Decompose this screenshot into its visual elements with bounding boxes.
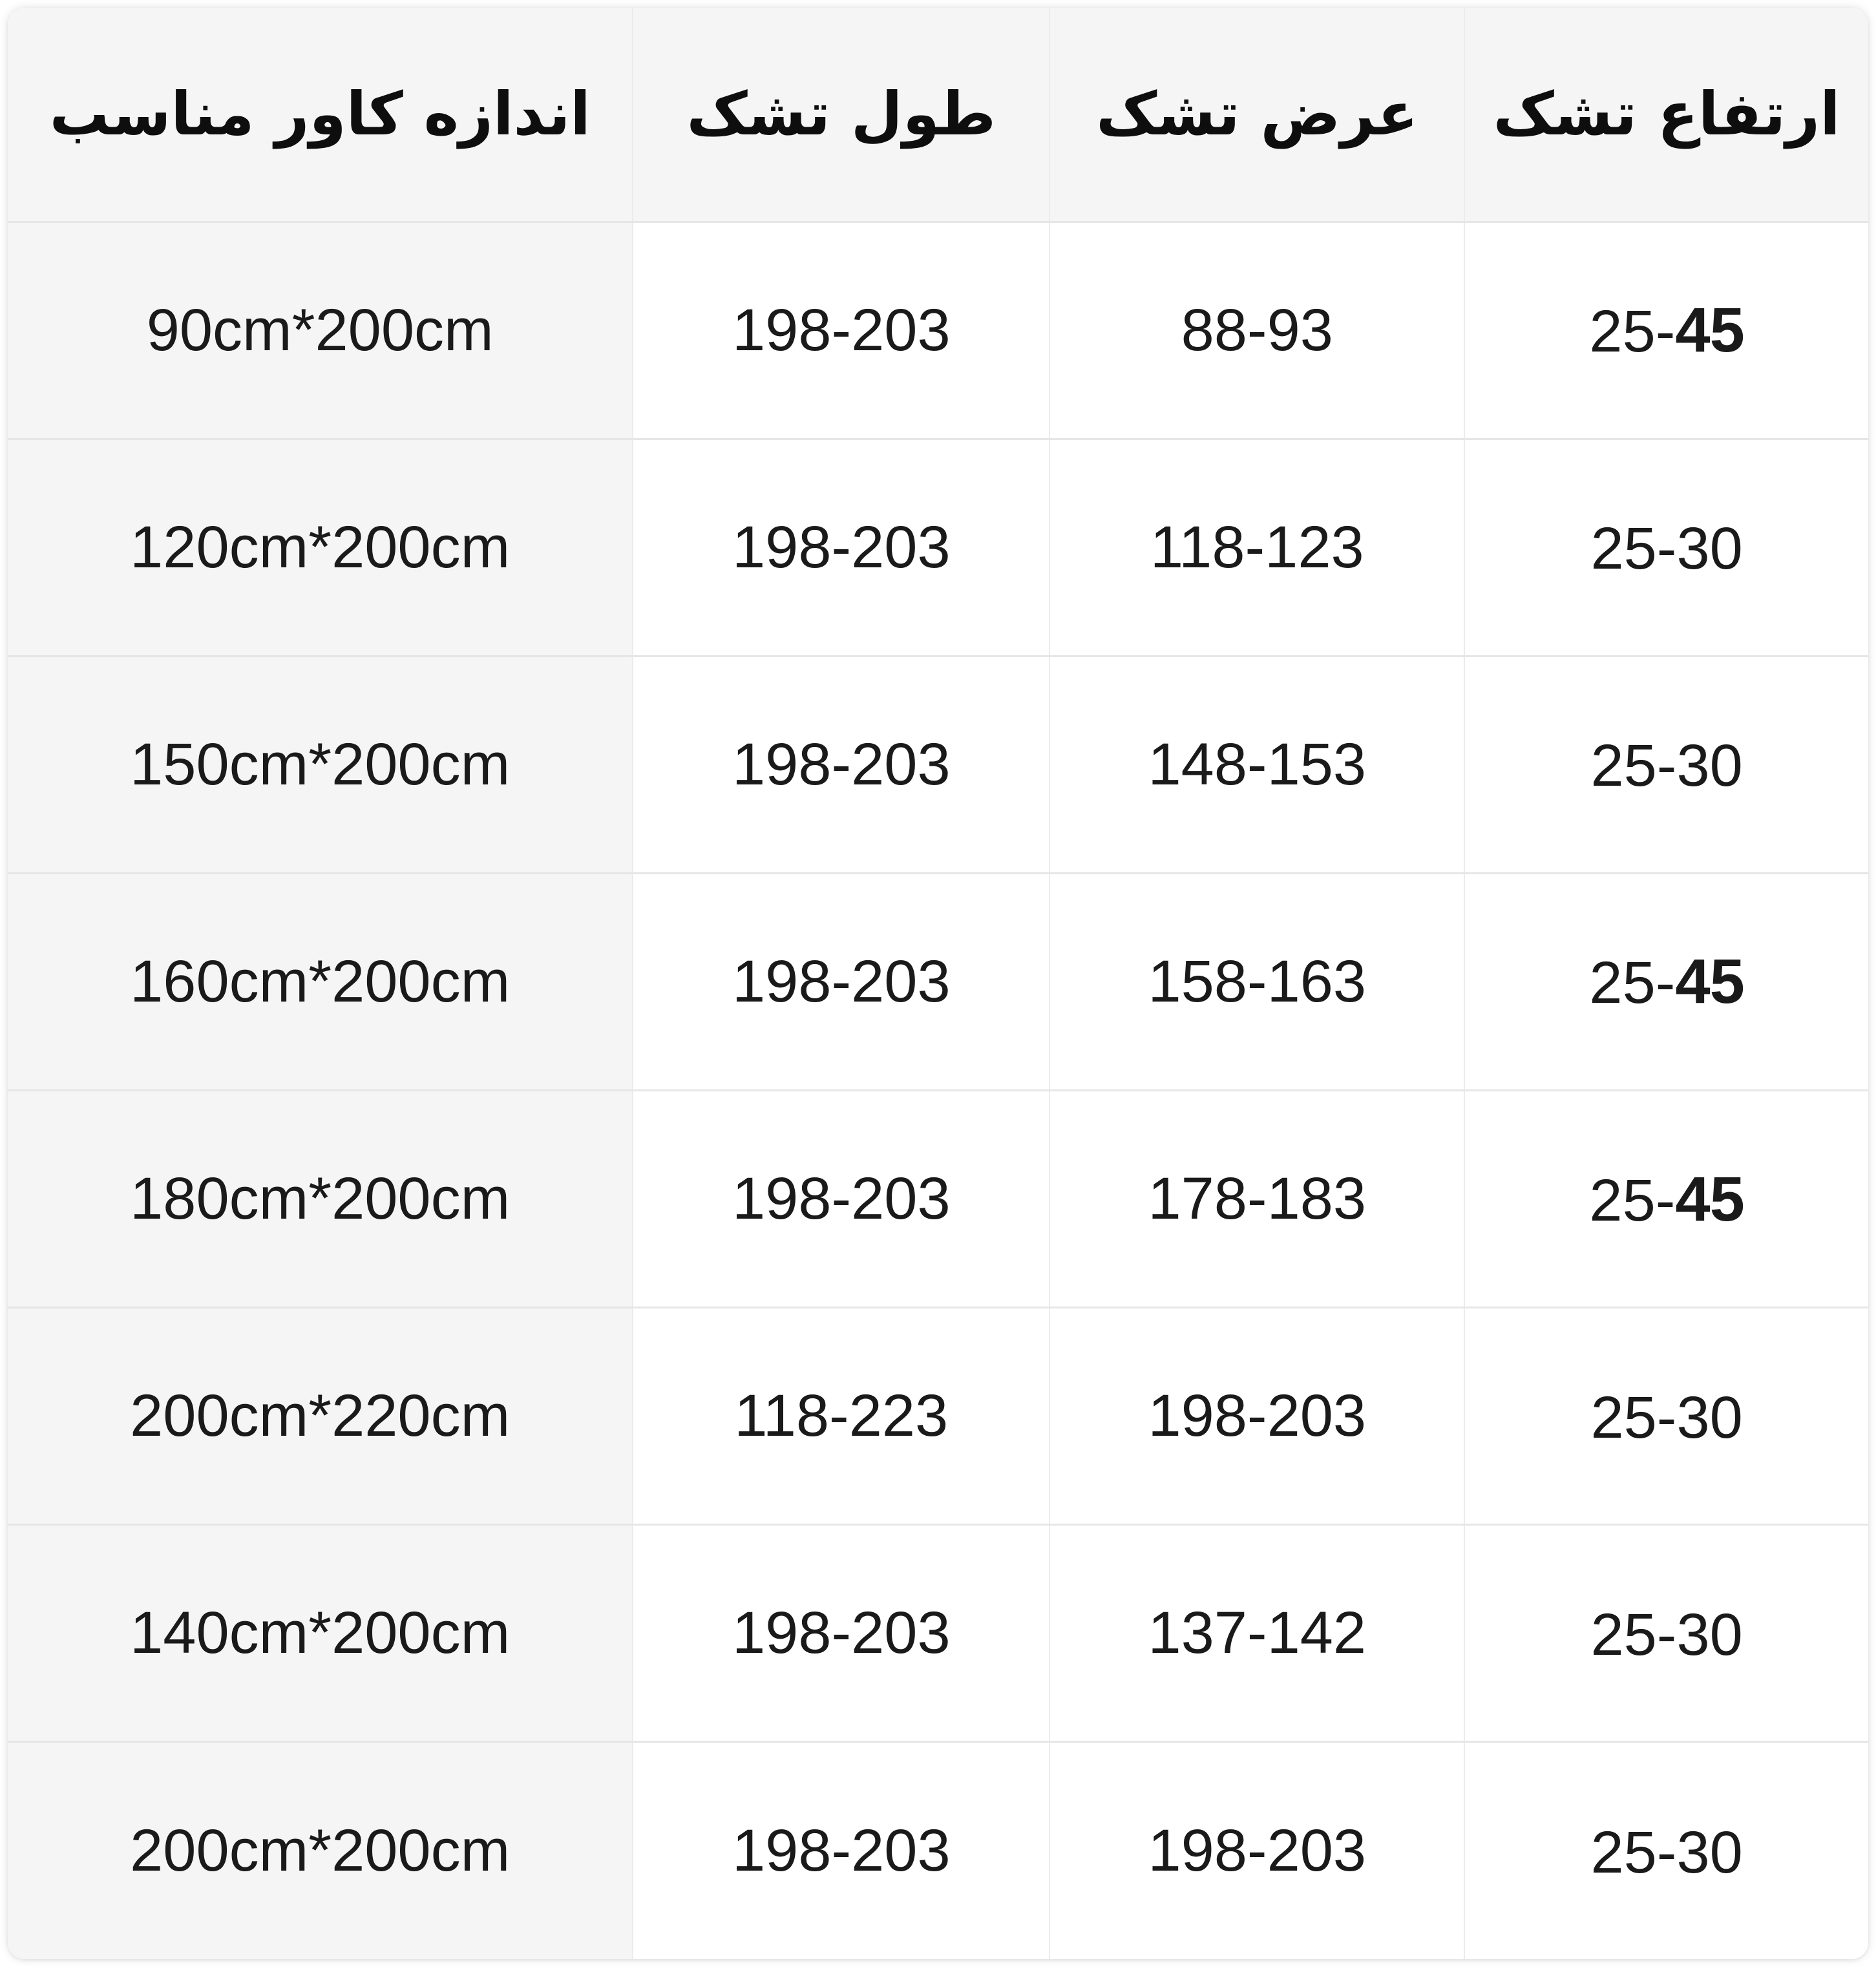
height-value: 25-30 [1590,516,1743,582]
height-value: 25- [1589,299,1676,365]
cell-cover-size: 180cm*200cm [8,1089,633,1308]
cover-size-value: 200cm*220cm [130,1383,511,1449]
cell-width: 178-183 [1049,1089,1465,1308]
height-value: 25- [1589,950,1676,1016]
cell-width: 148-153 [1049,655,1465,874]
length-value: 198-203 [732,1818,951,1884]
cell-width: 118-123 [1049,437,1465,656]
height-value: 25-30 [1590,1384,1743,1451]
table-row: 25-30 198-203 198-203 200cm*200cm [8,1741,1868,1959]
cell-height: 25-30 [1464,655,1868,874]
length-value: 198-203 [732,297,951,363]
cover-size-value: 150cm*200cm [130,731,511,797]
cell-length: 198-203 [632,1524,1050,1742]
table-row: 25-30 137-142 198-203 140cm*200cm [8,1524,1868,1742]
cover-size-value: 140cm*200cm [130,1600,511,1666]
cell-length: 198-203 [632,1089,1050,1308]
table-row: 25-30 148-153 198-203 150cm*200cm [8,655,1868,874]
height-value: 25-30 [1590,733,1743,799]
table-row: 25-45 158-163 198-203 160cm*200cm [8,872,1868,1091]
cell-height: 25-45 [1464,872,1868,1091]
cell-cover-size: 160cm*200cm [8,872,633,1091]
cell-height: 25-30 [1464,1741,1868,1959]
header-mattress-height: ارتفاع تشک [1464,8,1868,222]
cell-cover-size: 90cm*200cm [8,220,633,439]
header-mattress-length: طول تشک [632,8,1050,222]
length-value: 198-203 [732,1600,951,1666]
cover-size-value: 120cm*200cm [130,514,511,580]
cover-size-value: 160cm*200cm [130,948,511,1014]
cell-width: 88-93 [1049,220,1465,439]
header-mattress-width: عرض تشک [1049,8,1465,222]
cell-length: 118-223 [632,1307,1050,1525]
height-value-edited: 45 [1675,295,1744,366]
cover-size-value: 180cm*200cm [130,1166,511,1232]
width-value: 137-142 [1148,1600,1367,1666]
height-value-edited: 45 [1675,946,1744,1017]
width-value: 148-153 [1148,731,1367,797]
length-value: 198-203 [732,1166,951,1232]
width-value: 198-203 [1148,1818,1367,1884]
width-value: 118-123 [1150,514,1364,580]
table-row: 25-30 118-123 198-203 120cm*200cm [8,437,1868,656]
length-value: 118-223 [734,1383,949,1449]
cell-cover-size: 140cm*200cm [8,1524,633,1742]
length-value: 198-203 [732,514,951,580]
table-row: 25-45 178-183 198-203 180cm*200cm [8,1089,1868,1308]
cell-cover-size: 200cm*220cm [8,1307,633,1525]
table-row: 25-30 198-203 118-223 200cm*220cm [8,1307,1868,1525]
cell-cover-size: 150cm*200cm [8,655,633,874]
cover-size-value: 90cm*200cm [146,297,494,363]
width-value: 88-93 [1181,297,1333,363]
height-value: 25-30 [1590,1601,1743,1668]
cell-width: 158-163 [1049,872,1465,1091]
cell-width: 198-203 [1049,1307,1465,1525]
header-cover-size: اندازه کاور مناسب [8,8,633,222]
cell-cover-size: 120cm*200cm [8,437,633,656]
length-value: 198-203 [732,948,951,1014]
cell-height: 25-30 [1464,437,1868,656]
cell-height: 25-45 [1464,220,1868,439]
size-chart-card: ارتفاع تشک عرض تشک طول تشک اندازه کاور م… [8,8,1868,1959]
cell-width: 198-203 [1049,1741,1465,1959]
cell-length: 198-203 [632,872,1050,1091]
cell-length: 198-203 [632,655,1050,874]
height-value: 25-30 [1590,1819,1743,1885]
width-value: 198-203 [1148,1383,1367,1449]
mattress-size-table: ارتفاع تشک عرض تشک طول تشک اندازه کاور م… [8,8,1868,1959]
length-value: 198-203 [732,731,951,797]
cell-height: 25-45 [1464,1089,1868,1308]
cover-size-value: 200cm*200cm [130,1818,511,1884]
width-value: 178-183 [1148,1166,1367,1232]
cell-height: 25-30 [1464,1524,1868,1742]
cell-width: 137-142 [1049,1524,1465,1742]
cell-length: 198-203 [632,437,1050,656]
table-row: 25-45 88-93 198-203 90cm*200cm [8,220,1868,439]
header-row: ارتفاع تشک عرض تشک طول تشک اندازه کاور م… [8,8,1868,222]
height-value-edited: 45 [1675,1163,1744,1234]
cell-length: 198-203 [632,220,1050,439]
cell-height: 25-30 [1464,1307,1868,1525]
height-value: 25- [1589,1167,1676,1234]
cell-length: 198-203 [632,1741,1050,1959]
width-value: 158-163 [1148,948,1367,1014]
cell-cover-size: 200cm*200cm [8,1741,633,1959]
